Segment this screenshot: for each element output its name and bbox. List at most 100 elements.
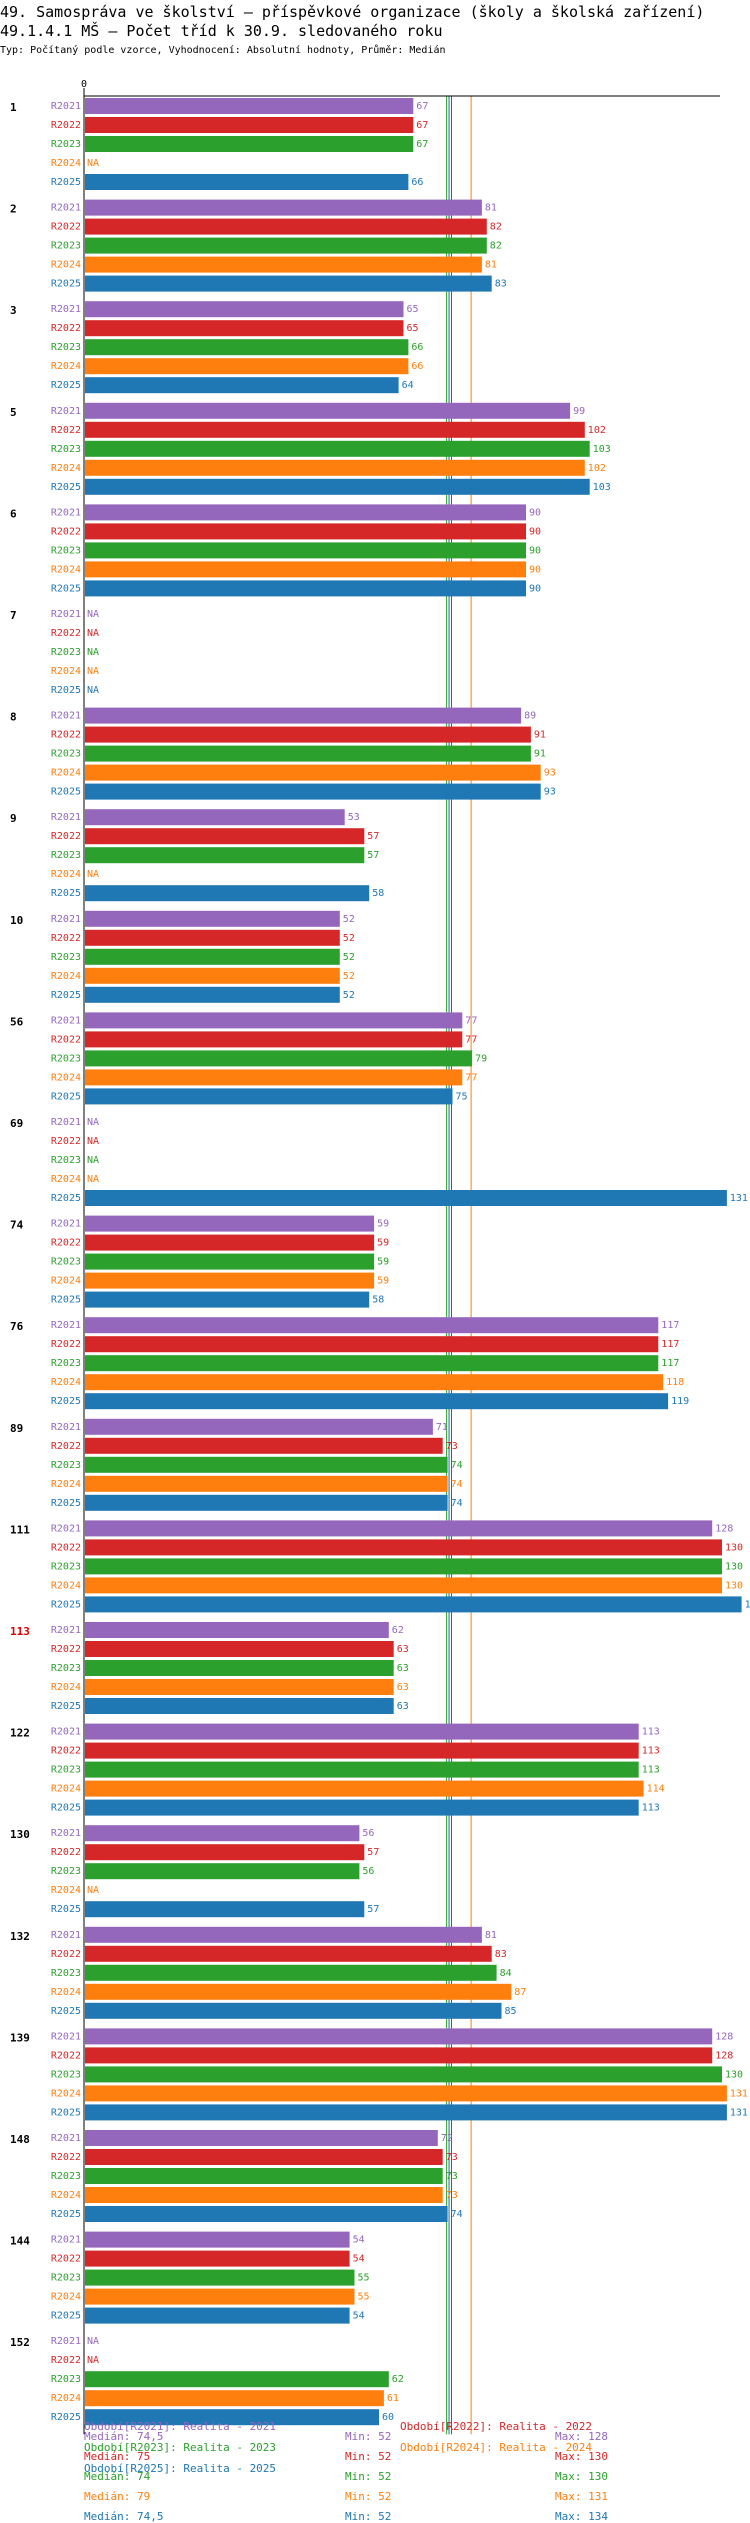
bar [85, 726, 531, 743]
value-label: 66 [411, 177, 423, 188]
category-label: 10 [10, 914, 23, 927]
bar [85, 1901, 365, 1918]
series-label: R2024 [51, 768, 81, 779]
legend-median: Medián: 79 [84, 2490, 151, 2503]
legend-min: Min: 52 [345, 2430, 392, 2443]
bar [85, 1234, 375, 1251]
series-label: R2025 [51, 1295, 81, 1306]
value-label: 74 [451, 2209, 463, 2220]
value-label: 55 [358, 2273, 370, 2284]
legend-median: Medián: 75 [84, 2450, 151, 2463]
series-label: R2023 [51, 1663, 81, 1674]
bar [85, 459, 585, 476]
series-label: R2021 [51, 101, 81, 112]
bar [85, 764, 541, 781]
series-label: R2024 [51, 2393, 81, 2404]
value-label: 79 [475, 1053, 487, 1064]
bar [85, 910, 340, 927]
series-label: R2025 [51, 2006, 81, 2017]
series-label: R2023 [51, 850, 81, 861]
value-label: 57 [367, 1904, 379, 1915]
chart-title: 49. Samospráva ve školství – příspěvkové… [0, 3, 705, 21]
value-label: 99 [573, 406, 585, 417]
series-label: R2025 [51, 787, 81, 798]
bar [85, 1742, 639, 1759]
bar [85, 421, 585, 438]
category-label: 113 [10, 1625, 30, 1638]
value-label: 91 [534, 749, 546, 760]
value-label: 82 [490, 241, 502, 252]
series-label: R2021 [51, 2336, 81, 2347]
legend-entry: Období[R2024]: Realita - 2024 [400, 2441, 593, 2454]
category-label: 132 [10, 1930, 30, 1943]
value-label: 52 [343, 914, 355, 925]
series-label: R2022 [51, 2254, 81, 2265]
category-label: 1 [10, 101, 17, 114]
series-label: R2025 [51, 1498, 81, 1509]
series-label: R2022 [51, 425, 81, 436]
series-label: R2022 [51, 222, 81, 233]
series-label: R2022 [51, 120, 81, 131]
series-label: R2021 [51, 1422, 81, 1433]
value-label: 66 [411, 342, 423, 353]
na-label: NA [87, 647, 99, 658]
value-label: 90 [529, 564, 541, 575]
bar [85, 1336, 659, 1353]
value-label: 83 [495, 1949, 507, 1960]
bar [85, 2390, 384, 2407]
value-label: 62 [392, 1625, 404, 1636]
category-label: 9 [10, 812, 17, 825]
series-label: R2023 [51, 952, 81, 963]
bar [85, 1475, 448, 1492]
na-label: NA [87, 869, 99, 880]
legend-min: Min: 52 [345, 2490, 392, 2503]
series-label: R2024 [51, 564, 81, 575]
value-label: 74 [451, 1498, 463, 1509]
bar [85, 2002, 502, 2019]
bar [85, 2085, 727, 2102]
legend-median: Medián: 74 [84, 2470, 151, 2483]
value-label: 117 [661, 1358, 679, 1369]
value-label: 56 [362, 1866, 374, 1877]
bar [85, 948, 340, 965]
category-label: 111 [10, 1523, 30, 1536]
legend-median: Medián: 74,5 [84, 2510, 164, 2523]
bar [85, 1825, 360, 1842]
value-label: 81 [485, 1930, 497, 1941]
bar [85, 440, 590, 457]
bar [85, 1393, 669, 1410]
series-label: R2023 [51, 1460, 81, 1471]
bar [85, 1069, 463, 1086]
series-label: R2021 [51, 609, 81, 620]
series-label: R2025 [51, 2107, 81, 2118]
value-label: 59 [377, 1219, 389, 1230]
category-label: 148 [10, 2133, 30, 2146]
bar [85, 2104, 727, 2121]
bar [85, 237, 487, 254]
series-label: R2021 [51, 507, 81, 518]
value-label: 103 [593, 482, 611, 493]
bar [85, 1437, 443, 1454]
bar [85, 256, 482, 273]
series-label: R2024 [51, 971, 81, 982]
bar [85, 2028, 713, 2045]
value-label: 53 [348, 812, 360, 823]
series-label: R2022 [51, 1136, 81, 1147]
category-label: 74 [10, 1219, 24, 1232]
bar [85, 358, 409, 375]
bar [85, 1660, 394, 1676]
series-label: R2024 [51, 361, 81, 372]
series-label: R2025 [51, 380, 81, 391]
bar [85, 1761, 639, 1778]
series-label: R2025 [51, 685, 81, 696]
value-label: 81 [485, 260, 497, 271]
series-label: R2023 [51, 1155, 81, 1166]
value-label: 102 [588, 425, 606, 436]
value-label: 90 [529, 507, 541, 518]
series-label: R2023 [51, 1765, 81, 1776]
bar [85, 1723, 639, 1740]
value-label: 89 [524, 711, 536, 722]
value-label: 71 [436, 1422, 448, 1433]
value-label: 58 [372, 1295, 384, 1306]
